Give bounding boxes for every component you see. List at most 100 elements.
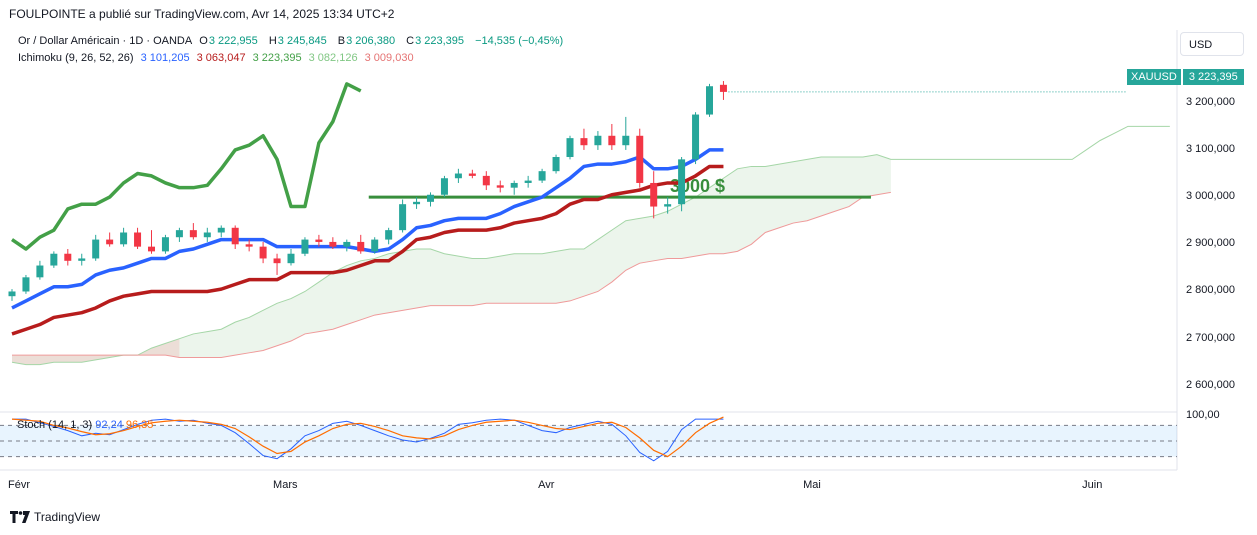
footer-brand[interactable]: TradingView <box>10 510 100 524</box>
candle-body <box>259 246 267 259</box>
candle[interactable] <box>399 199 407 233</box>
candle[interactable] <box>148 230 155 254</box>
current-price-tag: XAUUSD 3 223,395 <box>1127 69 1244 85</box>
candle[interactable] <box>231 225 239 250</box>
y-tick-label: 2 900,000 <box>1186 237 1235 250</box>
candle[interactable] <box>106 232 114 247</box>
symbol-title: Or / Dollar Américain · 1D · OANDA <box>18 35 193 47</box>
candle-body <box>357 241 365 252</box>
candle[interactable] <box>427 192 434 207</box>
candle[interactable] <box>552 154 560 174</box>
candle-body <box>510 182 518 188</box>
candle-body <box>329 241 337 247</box>
candle[interactable] <box>22 274 30 294</box>
candle-body <box>231 227 239 245</box>
candle-body <box>148 246 155 252</box>
stoch-band-fill <box>0 425 1177 457</box>
candle-body <box>273 258 281 264</box>
candle[interactable] <box>175 227 183 242</box>
candle-body <box>622 135 630 146</box>
change-value: −14,535 (−0,45%) <box>475 35 564 47</box>
candle[interactable] <box>440 175 448 198</box>
candle-body <box>594 135 602 146</box>
candle[interactable] <box>120 227 128 247</box>
tenkan-value: 3 101,205 <box>140 52 190 64</box>
candle-body <box>454 173 462 179</box>
candle[interactable] <box>538 168 546 183</box>
candle[interactable] <box>706 83 713 117</box>
close-value: C3 223,395 <box>406 35 465 47</box>
candle-body <box>315 239 323 242</box>
candle[interactable] <box>413 197 421 209</box>
candle[interactable] <box>371 237 379 254</box>
candle[interactable] <box>496 180 504 193</box>
candle[interactable] <box>622 116 630 150</box>
candle[interactable] <box>315 234 323 247</box>
candle[interactable] <box>329 237 337 250</box>
tenkan-line <box>11 148 724 310</box>
ichimoku-cloud-bearish <box>12 338 180 365</box>
chikou-value: 3 223,395 <box>252 52 302 64</box>
candle[interactable] <box>524 175 532 188</box>
candle[interactable] <box>134 227 142 250</box>
candle[interactable] <box>692 112 700 165</box>
candle[interactable] <box>678 157 686 212</box>
candle[interactable] <box>78 253 86 266</box>
candle-body <box>678 159 686 205</box>
kijun-line <box>11 164 724 336</box>
candle-body <box>287 253 295 264</box>
candle-body <box>636 135 644 183</box>
stoch-label: Stoch (14, 1, 3) <box>17 419 93 431</box>
candle[interactable] <box>50 251 58 268</box>
candle[interactable] <box>608 123 616 150</box>
footer-text: TradingView <box>34 510 101 524</box>
candle[interactable] <box>510 180 518 195</box>
candle[interactable] <box>650 171 658 219</box>
candle[interactable] <box>357 234 365 254</box>
kijun-value: 3 063,047 <box>196 52 246 64</box>
price-tag-symbol: XAUUSD <box>1127 69 1181 85</box>
candle[interactable] <box>245 239 253 252</box>
candle[interactable] <box>636 128 644 188</box>
candle-body <box>106 239 114 245</box>
ichimoku-cloud <box>12 154 891 365</box>
publish-header: FOULPOINTE a publié sur TradingView.com,… <box>9 7 395 21</box>
candle[interactable] <box>301 237 309 257</box>
candle[interactable] <box>203 227 211 242</box>
candle[interactable] <box>287 249 295 266</box>
y-tick-label: 3 000,000 <box>1186 190 1235 203</box>
candle[interactable] <box>189 223 197 240</box>
candle-body <box>413 201 421 205</box>
candle[interactable] <box>36 260 44 280</box>
candle[interactable] <box>64 249 72 266</box>
candle[interactable] <box>580 128 588 150</box>
candle-body <box>371 239 379 252</box>
candle-body <box>175 230 183 238</box>
candle-body <box>580 138 588 146</box>
senkou-span-a <box>11 125 1170 366</box>
candle-body <box>496 185 504 188</box>
candle[interactable] <box>273 253 281 275</box>
candle[interactable] <box>259 241 267 264</box>
candle[interactable] <box>8 289 16 301</box>
candle[interactable] <box>482 171 490 191</box>
candle[interactable] <box>594 131 602 150</box>
x-tick-label: Mars <box>273 479 298 491</box>
y-tick-label: 3 100,000 <box>1186 142 1235 155</box>
y-tick-label: 2 700,000 <box>1186 331 1235 344</box>
candle[interactable] <box>566 135 574 160</box>
candle[interactable] <box>217 225 225 238</box>
stoch-d-value: 96,35 <box>125 419 154 431</box>
candle-body <box>92 239 100 259</box>
candle[interactable] <box>343 239 351 252</box>
chikou-span <box>11 82 362 251</box>
candle[interactable] <box>719 81 727 100</box>
candle[interactable] <box>454 168 462 183</box>
candle[interactable] <box>161 234 169 254</box>
candle[interactable] <box>664 197 672 214</box>
currency-button[interactable]: USD <box>1180 32 1244 56</box>
candle[interactable] <box>385 227 393 245</box>
candle[interactable] <box>92 234 100 261</box>
candle[interactable] <box>468 169 476 179</box>
